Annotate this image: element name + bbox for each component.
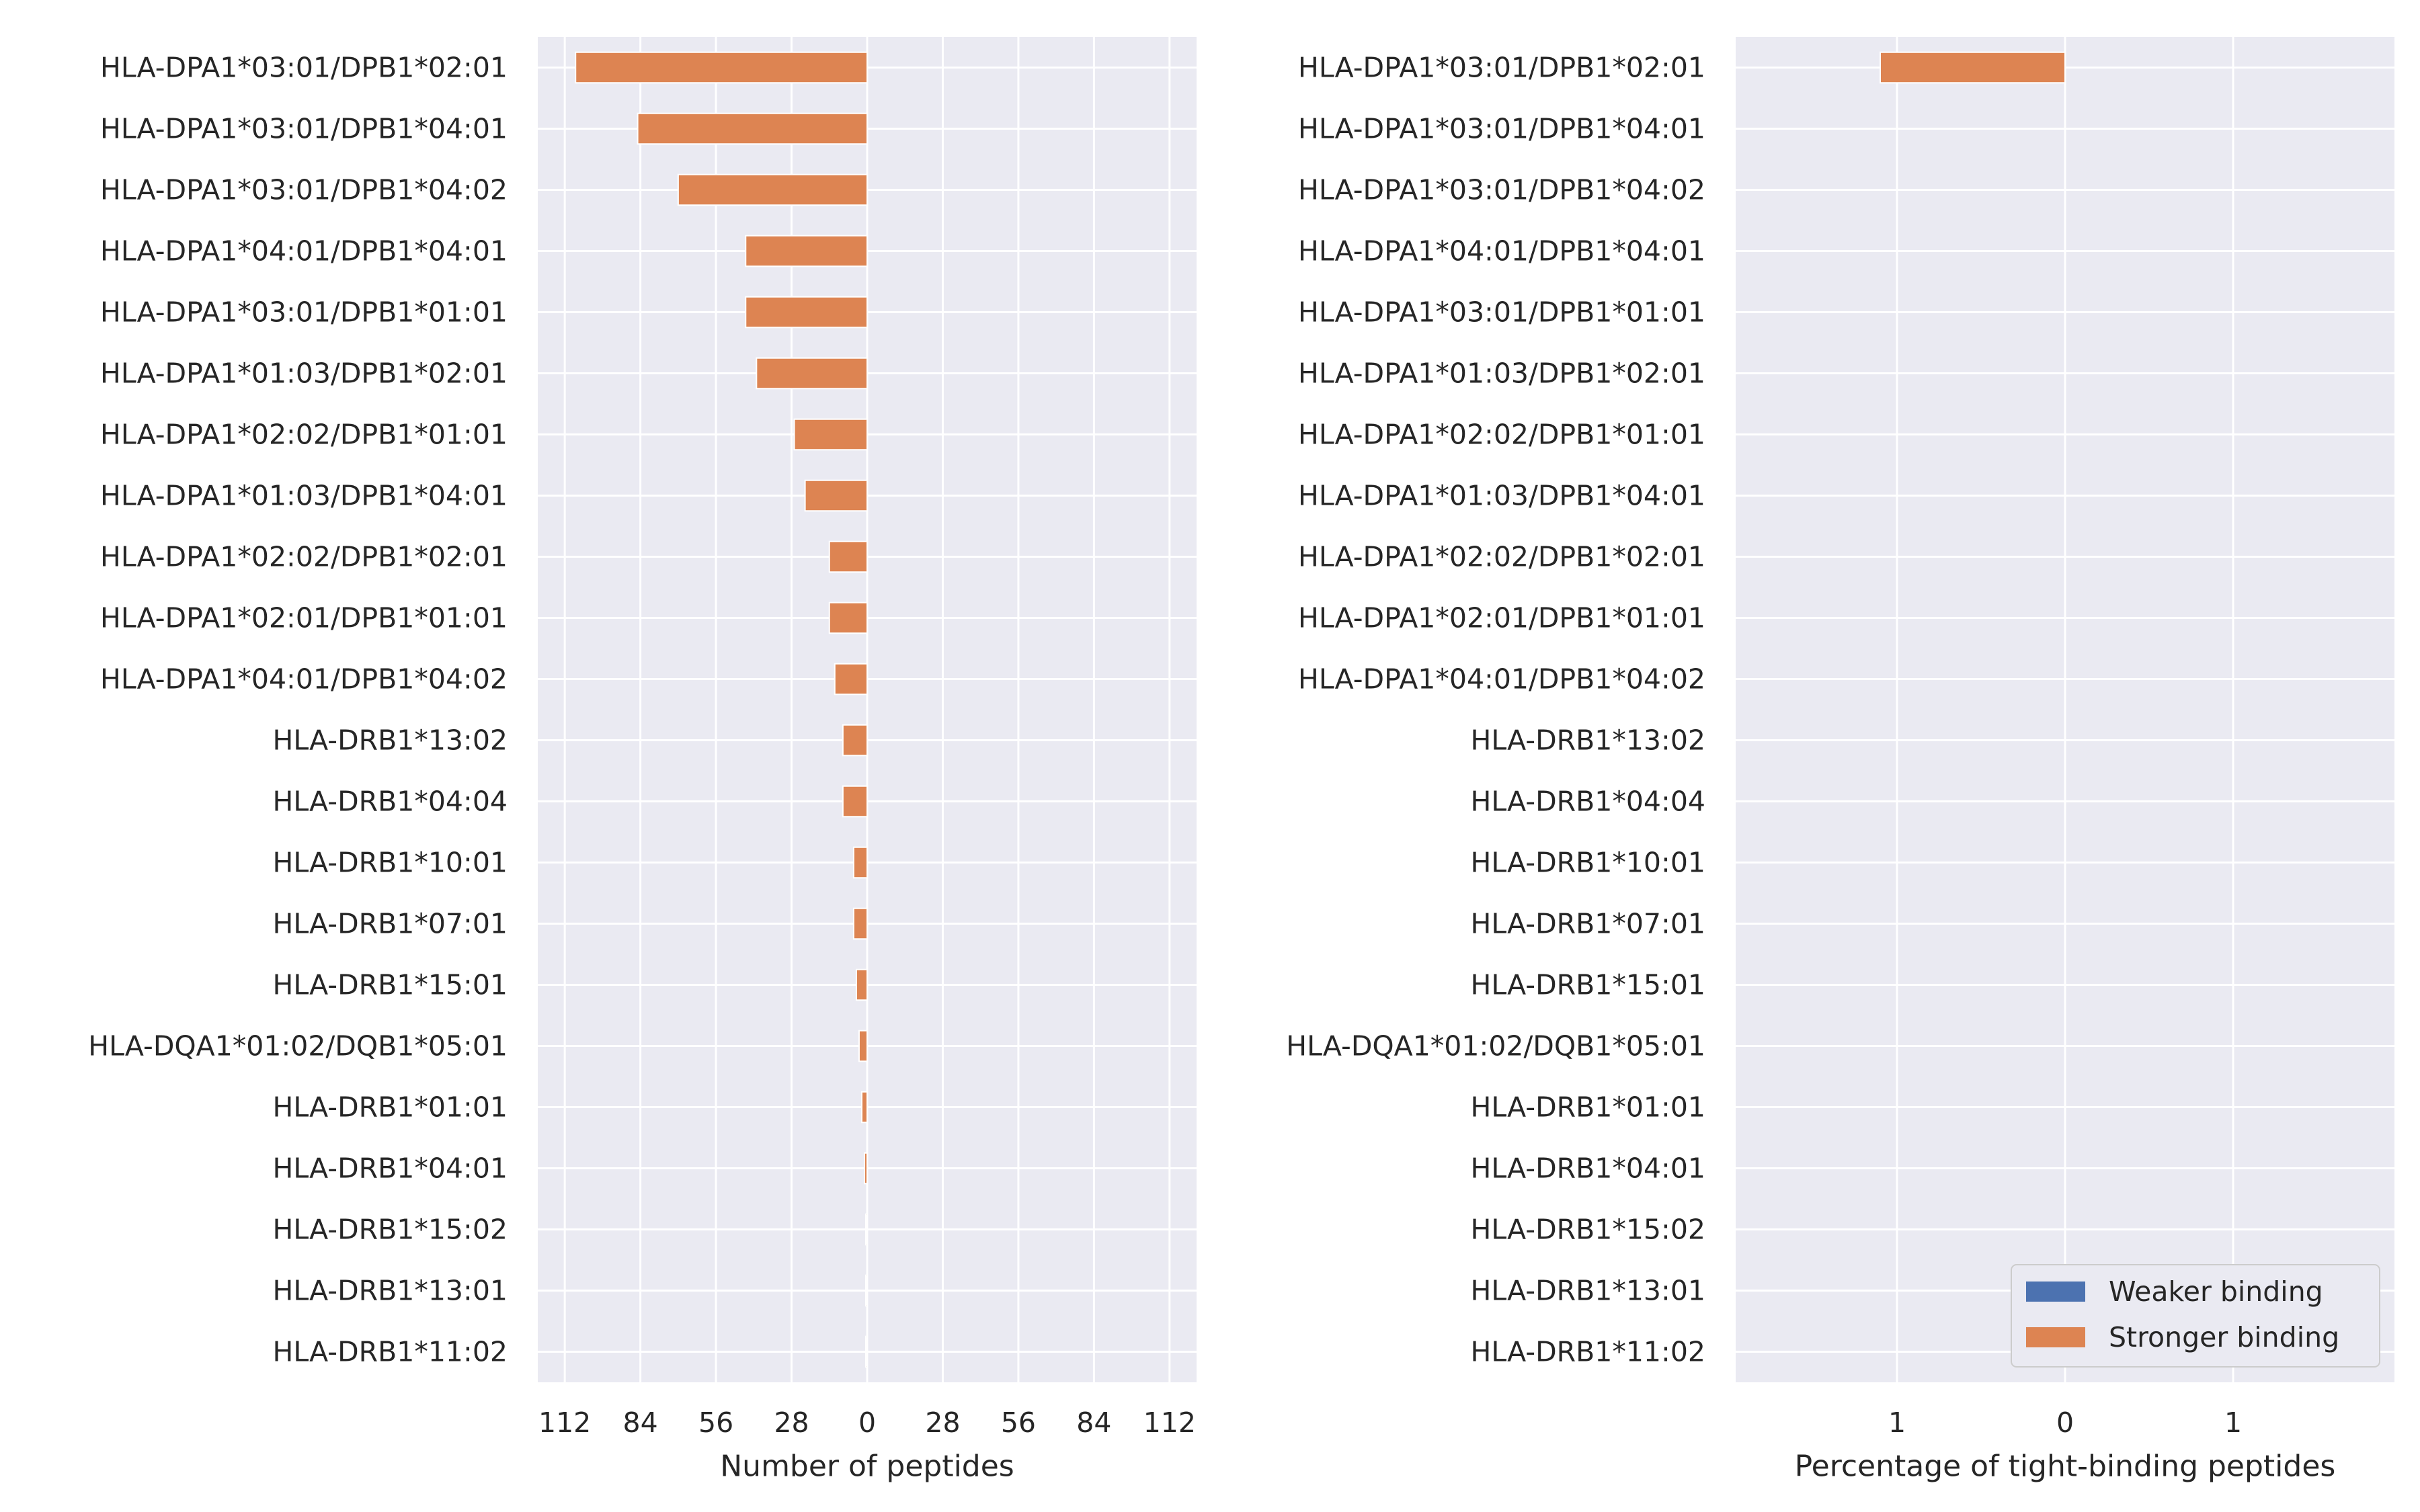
y-tick-label: HLA-DPA1*02:01/DPB1*01:01 (1298, 602, 1705, 634)
y-tick-label: HLA-DRB1*04:04 (1471, 786, 1705, 818)
y-tick-label: HLA-DPA1*03:01/DPB1*02:01 (1298, 52, 1705, 84)
y-tick-label: HLA-DRB1*07:01 (1471, 908, 1705, 940)
bar-stronger-binding (864, 1335, 869, 1368)
y-tick-label: HLA-DPA1*01:03/DPB1*02:01 (1298, 358, 1705, 390)
y-tick-label: HLA-DPA1*01:03/DPB1*02:01 (100, 358, 508, 390)
bar-stronger-binding (745, 235, 869, 267)
y-tick-label: HLA-DPA1*04:01/DPB1*04:01 (100, 235, 508, 267)
y-tick-label: HLA-DRB1*04:01 (1471, 1152, 1705, 1185)
y-tick-label: HLA-DRB1*01:01 (1471, 1091, 1705, 1124)
y-tick-label: HLA-DPA1*03:01/DPB1*01:01 (100, 296, 508, 329)
x-tick-label: 84 (623, 1406, 658, 1439)
y-tick-label: HLA-DQA1*01:02/DQB1*05:01 (88, 1030, 508, 1062)
x-tick-label: 28 (925, 1406, 960, 1439)
y-tick-label: HLA-DRB1*13:02 (1471, 724, 1705, 757)
y-tick-label: HLA-DRB1*10:01 (273, 847, 508, 879)
y-tick-label: HLA-DPA1*03:01/DPB1*02:01 (100, 52, 508, 84)
y-tick-label: HLA-DPA1*02:02/DPB1*01:01 (1298, 419, 1705, 451)
y-tick-label: HLA-DRB1*01:01 (273, 1091, 508, 1124)
bar-stronger-binding (677, 173, 869, 206)
y-tick-label: HLA-DRB1*11:02 (273, 1336, 508, 1368)
y-tick-label: HLA-DPA1*04:01/DPB1*04:02 (1298, 663, 1705, 696)
x-tick-label: 112 (538, 1406, 591, 1439)
y-tick-label: HLA-DRB1*10:01 (1471, 847, 1705, 879)
bar-stronger-binding (860, 1091, 868, 1124)
x-tick-label: 28 (774, 1406, 809, 1439)
bar-stronger-binding (804, 479, 868, 512)
chart-panel-2: HLA-DPA1*03:01/DPB1*02:01 HLA-DPA1*03:01/… (1286, 37, 2394, 1484)
x-tick-label: 0 (2056, 1406, 2074, 1439)
chart-panel-1: HLA-DPA1*03:01/DPB1*02:01 HLA-DPA1*03:01/… (88, 37, 1197, 1484)
y-tick-label: HLA-DPA1*03:01/DPB1*04:01 (1298, 113, 1705, 145)
legend-swatch-stronger (2026, 1327, 2085, 1347)
legend-box (2011, 1264, 2380, 1368)
x-tick-label: 1 (2224, 1406, 2242, 1439)
legend-label-stronger: Stronger binding (2109, 1321, 2339, 1353)
bar-stronger-binding (858, 1030, 868, 1062)
x-tick-label: 1 (1888, 1406, 1906, 1439)
legend: Weaker binding Stronger binding (2011, 1264, 2380, 1368)
y-tick-label: HLA-DRB1*11:02 (1471, 1336, 1705, 1368)
bar-stronger-binding (855, 968, 869, 1001)
x-tick-label: 56 (698, 1406, 733, 1439)
bar-stronger-binding (842, 785, 868, 818)
bar-stronger-binding (864, 1213, 869, 1246)
y-tick-label: HLA-DQA1*01:02/DQB1*05:01 (1286, 1030, 1705, 1062)
y-tick-label: HLA-DPA1*03:01/DPB1*04:02 (1298, 174, 1705, 206)
x-tick-label: 112 (1143, 1406, 1196, 1439)
y-tick-label: HLA-DRB1*13:02 (273, 724, 508, 757)
y-tick-label: HLA-DPA1*04:01/DPB1*04:01 (1298, 235, 1705, 267)
y-tick-label: HLA-DRB1*07:01 (273, 908, 508, 940)
y-tick-label: HLA-DPA1*02:02/DPB1*02:01 (1298, 541, 1705, 573)
x-axis-label: Number of peptides (720, 1450, 1014, 1484)
bar-stronger-binding (1880, 51, 2066, 84)
y-tick-label: HLA-DPA1*02:02/DPB1*02:01 (100, 541, 508, 573)
bar-stronger-binding (828, 540, 869, 573)
y-tick-label: HLA-DRB1*04:04 (273, 786, 508, 818)
y-tick-label: HLA-DPA1*01:03/DPB1*04:01 (1298, 480, 1705, 512)
y-tick-label: HLA-DRB1*04:01 (273, 1152, 508, 1185)
legend-swatch-weaker (2026, 1282, 2085, 1302)
y-tick-label: HLA-DPA1*01:03/DPB1*04:01 (100, 480, 508, 512)
bar-stronger-binding (828, 601, 869, 634)
bar-stronger-binding (745, 296, 869, 329)
x-tick-label: 84 (1076, 1406, 1111, 1439)
bar-stronger-binding (575, 51, 868, 84)
y-tick-label: HLA-DPA1*03:01/DPB1*01:01 (1298, 296, 1705, 329)
x-tick-label: 0 (858, 1406, 876, 1439)
bar-stronger-binding (842, 724, 868, 757)
y-tick-label: HLA-DPA1*04:01/DPB1*04:02 (100, 663, 508, 696)
bar-stronger-binding (852, 846, 869, 879)
bar-stronger-binding (637, 112, 868, 145)
y-tick-label: HLA-DPA1*02:02/DPB1*01:01 (100, 419, 508, 451)
bar-stronger-binding (852, 907, 869, 940)
legend-label-weaker: Weaker binding (2109, 1275, 2323, 1308)
y-tick-label: HLA-DPA1*03:01/DPB1*04:02 (100, 174, 508, 206)
y-tick-label: HLA-DPA1*02:01/DPB1*01:01 (100, 602, 508, 634)
y-tick-label: HLA-DRB1*15:01 (1471, 969, 1705, 1001)
bar-stronger-binding (863, 1152, 869, 1185)
bar-stronger-binding (864, 1274, 869, 1307)
y-tick-label: HLA-DRB1*13:01 (1471, 1275, 1705, 1307)
y-tick-label: HLA-DPA1*03:01/DPB1*04:01 (100, 113, 508, 145)
y-tick-label: HLA-DRB1*15:02 (1471, 1214, 1705, 1246)
y-tick-label: HLA-DRB1*15:02 (273, 1214, 508, 1246)
bar-stronger-binding (793, 418, 868, 451)
x-axis-label: Percentage of tight-binding peptides (1795, 1450, 2336, 1484)
bar-stronger-binding (834, 663, 868, 696)
x-tick-label: 56 (1001, 1406, 1036, 1439)
bar-stronger-binding (756, 357, 869, 390)
y-tick-label: HLA-DRB1*15:01 (273, 969, 508, 1001)
y-tick-label: HLA-DRB1*13:01 (273, 1275, 508, 1307)
